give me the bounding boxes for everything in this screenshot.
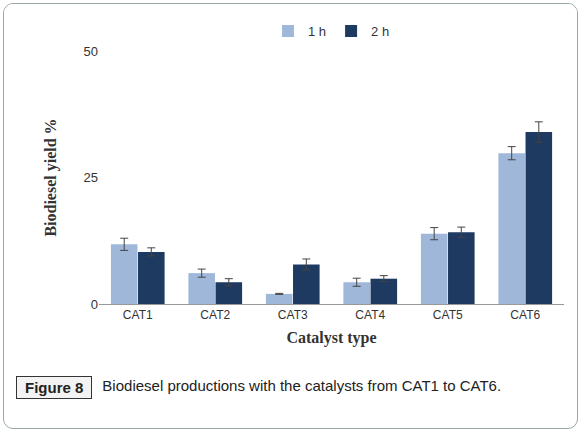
svg-text:2 h: 2 h [371,24,389,39]
svg-text:0: 0 [91,297,98,312]
svg-text:25: 25 [84,170,98,185]
svg-text:1 h: 1 h [308,24,326,39]
svg-text:CAT3: CAT3 [278,308,308,322]
svg-text:CAT4: CAT4 [355,308,385,322]
svg-text:CAT5: CAT5 [433,308,463,322]
svg-text:CAT1: CAT1 [123,308,153,322]
html-text:Biodiesel productions with the: Biodiesel productions with the catalysts… [102,377,502,394]
svg-text:50: 50 [84,44,98,59]
svg-text:CAT6: CAT6 [510,308,540,322]
svg-text:Catalyst type: Catalyst type [286,329,376,347]
svg-text:Biodiesel yield %: Biodiesel yield % [42,118,60,236]
html-text:Figure 8: Figure 8 [25,379,84,396]
svg-text:CAT2: CAT2 [200,308,230,322]
